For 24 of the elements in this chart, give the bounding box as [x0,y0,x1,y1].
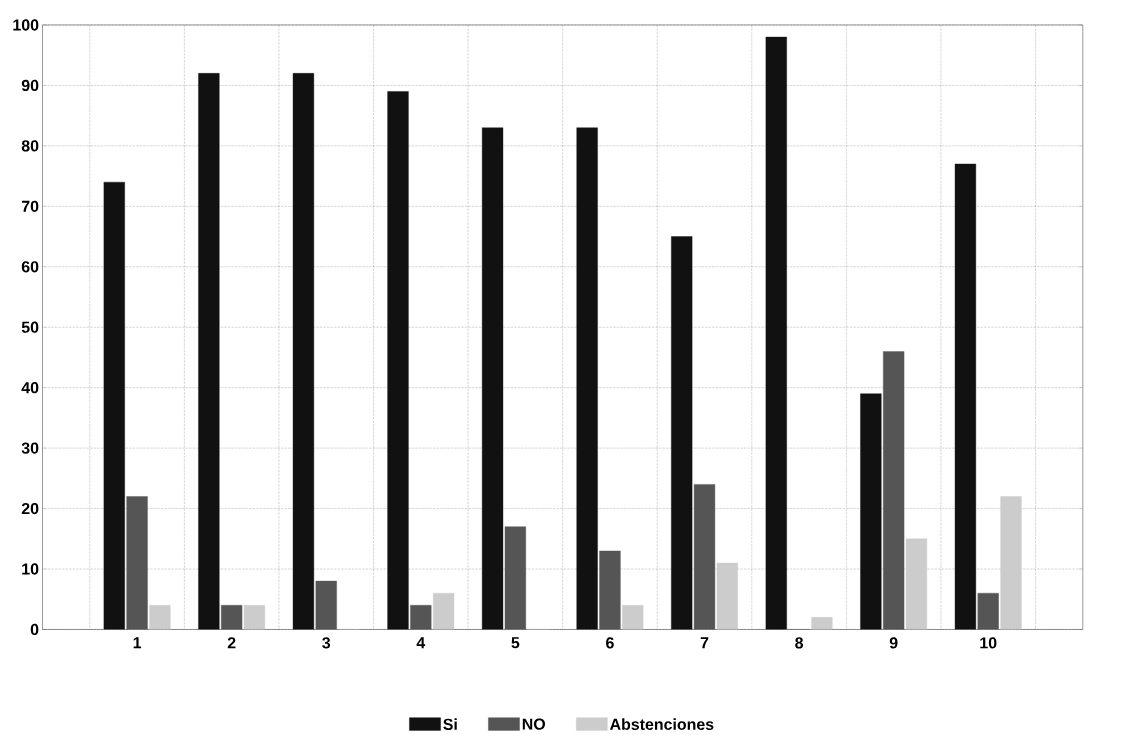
y-tick-label: 60 [21,261,39,273]
x-tick-label: 6 [606,637,614,649]
x-tick-label: 10 [980,637,997,649]
x-tick-label: 5 [511,637,520,649]
y-tick-label: 20 [21,502,39,515]
x-tick-label: 1 [133,637,142,649]
y-tick-label: 30 [21,442,39,454]
x-tick-label: 8 [795,637,804,649]
y-tick-label: 100 [13,19,39,31]
x-tick-label: 9 [889,637,898,649]
y-tick-label: 50 [21,321,39,333]
x-tick-label: 4 [416,637,426,649]
y-tick-label: 10 [22,563,39,575]
legend-label: NO [522,718,546,730]
y-tick-label: 0 [30,623,39,635]
x-tick-label: 3 [322,637,331,649]
y-tick-label: 70 [21,200,39,212]
y-tick-label: 40 [21,381,39,394]
x-tick-label: 2 [227,637,236,649]
y-tick-label: 80 [21,140,39,152]
legend-label: Abstenciones [609,718,714,730]
x-tick-label: 7 [700,637,709,649]
legend-label: Si [443,718,457,730]
y-tick-label: 90 [21,79,39,91]
